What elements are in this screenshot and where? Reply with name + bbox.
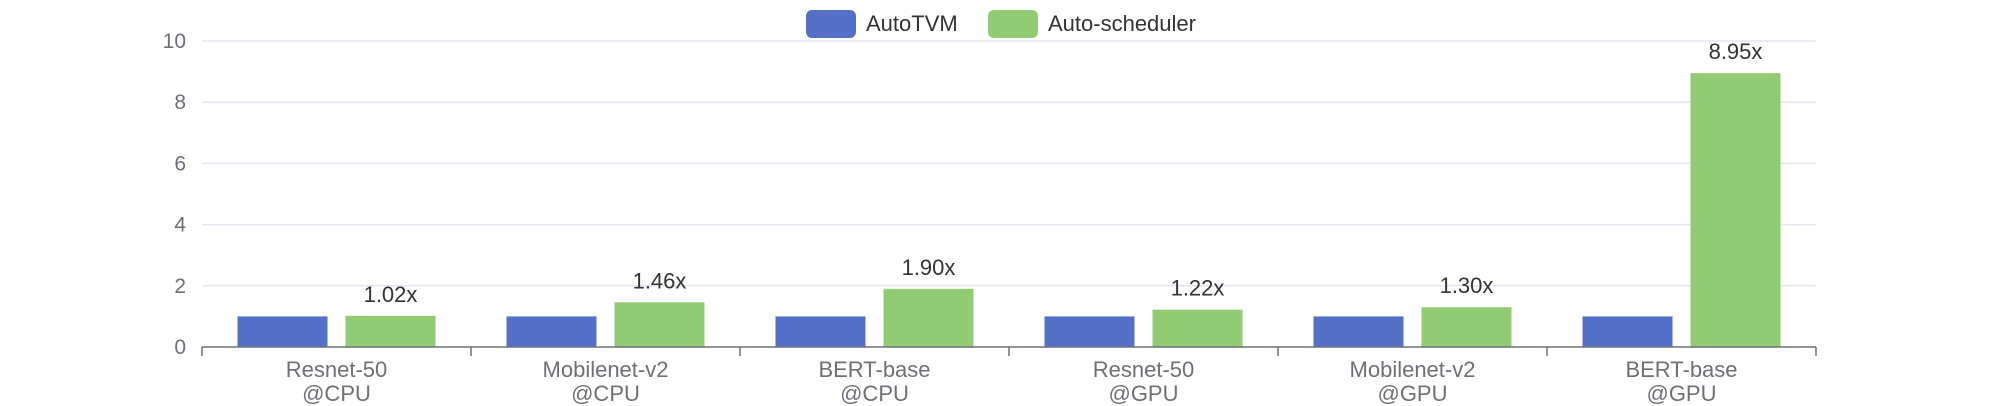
data-label: 8.95x [1709,39,1763,64]
x-axis [201,346,1817,356]
legend-label[interactable]: Auto-scheduler [1048,11,1196,36]
bars [237,73,1781,347]
bar-autotvm[interactable] [1313,316,1404,347]
y-tick-label: 10 [163,30,186,53]
data-label: 1.30x [1440,273,1494,298]
x-tick-label: Mobilenet-v2 [1350,357,1476,382]
bar-auto-scheduler[interactable] [883,288,974,347]
bar-auto-scheduler[interactable] [1421,307,1512,347]
labels: 0 2 4 6 8 10 1.02x 1.46x 1.90x 1.22x 1.30x 8.95x Res… [163,30,1763,406]
bar-auto-scheduler[interactable] [1690,73,1781,347]
bar-autotvm[interactable] [1044,316,1135,347]
data-label: 1.22x [1171,276,1225,301]
bar-auto-scheduler[interactable] [614,302,705,347]
x-tick-label: BERT-base [818,357,930,382]
bar-autotvm[interactable] [506,316,597,347]
legend-swatch[interactable] [988,10,1038,38]
legend-swatch[interactable] [806,10,856,38]
x-tick-label: @GPU [1377,381,1447,406]
bar-auto-scheduler[interactable] [345,315,436,347]
legend-item-auto-scheduler[interactable]: Auto-scheduler [988,10,1196,38]
y-tick-label: 2 [174,275,186,298]
grid-lines [202,40,1816,287]
x-tick-label: Resnet-50 [1093,357,1195,382]
bar-autotvm[interactable] [237,316,328,347]
bar-autotvm[interactable] [1582,316,1673,347]
y-tick-label: 6 [174,152,186,175]
x-tick-label: @GPU [1108,381,1178,406]
x-tick-label: @CPU [571,381,640,406]
y-tick-label: 8 [174,91,186,114]
y-tick-label: 0 [174,336,186,359]
y-tick-label: 4 [174,214,186,237]
x-tick-label: @CPU [840,381,909,406]
x-tick-label: Mobilenet-v2 [543,357,669,382]
bar-auto-scheduler[interactable] [1152,309,1243,347]
data-label: 1.90x [902,255,956,280]
x-tick-label: Resnet-50 [286,357,388,382]
data-label: 1.02x [364,282,418,307]
legend[interactable]: AutoTVM Auto-scheduler [806,10,1196,38]
data-label: 1.46x [633,268,687,293]
x-tick-label: BERT-base [1625,357,1737,382]
legend-label[interactable]: AutoTVM [866,11,958,36]
bar-autotvm[interactable] [775,316,866,347]
legend-item-autotvm[interactable]: AutoTVM [806,10,958,38]
x-tick-label: @GPU [1646,381,1716,406]
x-tick-label: @CPU [302,381,371,406]
